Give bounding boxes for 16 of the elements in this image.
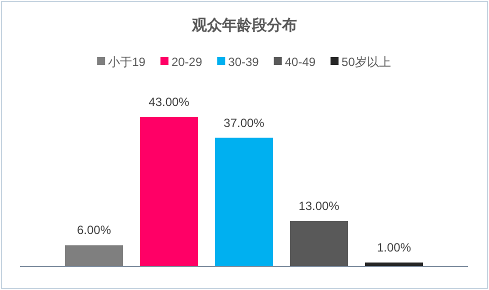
bar [140,117,198,266]
legend-label: 50岁以上 [342,55,391,69]
data-label: 1.00% [376,240,412,255]
data-label: 43.00% [148,95,190,109]
chart-title: 观众年龄段分布 [191,17,297,34]
legend-label: 30-39 [228,55,260,69]
data-label: 13.00% [298,198,340,213]
legend-label: 20-29 [171,55,202,69]
legend-label: 40-49 [284,55,316,69]
bar [65,245,123,266]
legend-label: 小于19 [108,55,146,69]
bar [365,262,423,266]
data-label: 6.00% [76,223,112,238]
bar [290,220,348,266]
data-label: 37.00% [224,116,265,130]
bar [215,138,273,266]
